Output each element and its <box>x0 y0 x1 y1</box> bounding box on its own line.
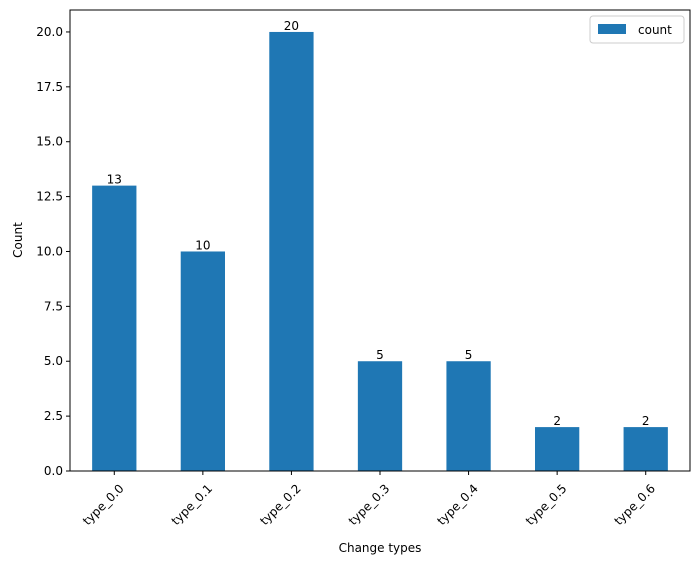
bars <box>92 31 668 471</box>
y-tick-label: 20.0 <box>36 25 63 39</box>
y-tick-label: 15.0 <box>36 135 63 149</box>
y-tick-label: 5.0 <box>44 354 63 368</box>
x-tick-label-type_0.3: type_0.3 <box>346 481 393 528</box>
y-axis: 0.0 2.5 5.0 7.5 10.0 12.5 15.0 17.5 20.0 <box>36 25 70 478</box>
x-tick-label-type_0.6: type_0.6 <box>611 481 658 528</box>
y-tick-label: 2.5 <box>44 409 63 423</box>
data-label-type_0.4: 5 <box>465 348 473 362</box>
plot-area: 13 10 20 5 5 2 2 <box>92 19 668 471</box>
x-tick-label-type_0.5: type_0.5 <box>523 481 570 528</box>
y-tick-label: 12.5 <box>36 190 63 204</box>
data-label-type_0.1: 10 <box>195 238 210 252</box>
y-tick-label: 0.0 <box>44 464 63 478</box>
y-tick-label: 17.5 <box>36 80 63 94</box>
data-label-type_0.2: 20 <box>284 19 299 33</box>
bar-type_0.5 <box>535 427 580 471</box>
x-axis: type_0.0 type_0.1 type_0.2 type_0.3 type_0.4… <box>80 471 658 528</box>
x-tick-label-type_0.0: type_0.0 <box>80 481 127 528</box>
bar-type_0.4 <box>446 361 491 471</box>
bar-type_0.3 <box>357 361 403 471</box>
data-label-type_0.5: 2 <box>553 414 561 428</box>
data-label-type_0.3: 5 <box>376 348 384 362</box>
bar-type_0.6 <box>623 427 668 471</box>
x-tick-label-type_0.1: type_0.1 <box>169 481 216 528</box>
bar-type_0.2 <box>269 31 314 471</box>
data-labels: 13 10 20 5 5 2 2 <box>107 19 650 428</box>
legend-box <box>589 15 685 44</box>
bar-type_0.0 <box>92 185 137 471</box>
x-axis-label: Change types <box>339 541 422 555</box>
data-label-type_0.0: 13 <box>107 173 122 187</box>
legend-swatch <box>598 24 626 34</box>
y-tick-label: 7.5 <box>44 299 63 313</box>
legend-entry-count: count <box>638 23 672 37</box>
legend: count <box>589 15 685 44</box>
bar-type_0.1 <box>180 251 225 471</box>
x-tick-label-type_0.2: type_0.2 <box>257 481 304 528</box>
data-label-type_0.6: 2 <box>642 414 650 428</box>
y-tick-label: 10.0 <box>36 244 63 258</box>
x-tick-label-type_0.4: type_0.4 <box>434 481 481 528</box>
y-axis-label: Count <box>11 222 25 258</box>
